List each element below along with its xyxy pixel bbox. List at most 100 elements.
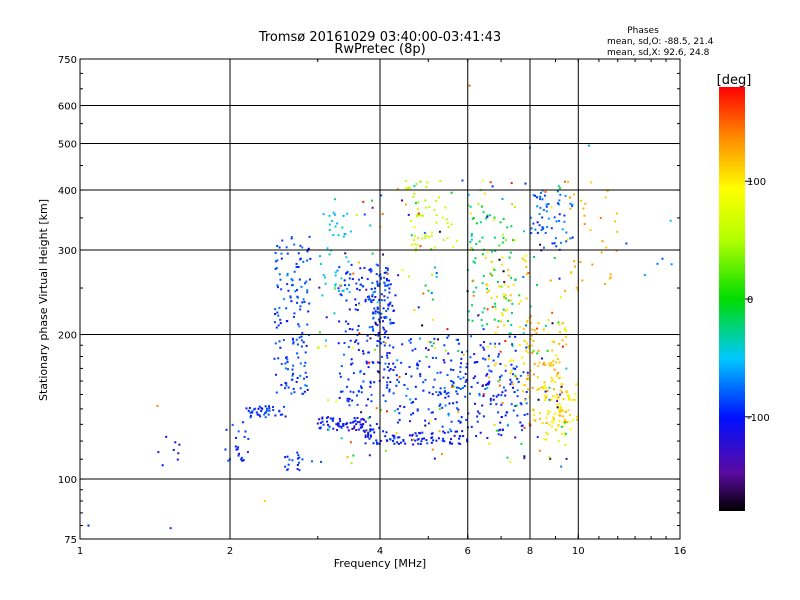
y-tick-label: 500 bbox=[58, 140, 77, 151]
data-point bbox=[370, 393, 373, 396]
data-point bbox=[283, 298, 286, 301]
data-point bbox=[506, 456, 509, 459]
data-point bbox=[416, 243, 419, 246]
data-point bbox=[538, 213, 541, 216]
data-point bbox=[342, 289, 345, 292]
data-point bbox=[404, 442, 407, 445]
data-point bbox=[371, 281, 374, 284]
data-point bbox=[410, 413, 413, 416]
data-point bbox=[382, 376, 385, 379]
data-point bbox=[599, 217, 602, 220]
data-point bbox=[351, 278, 354, 281]
data-point bbox=[547, 203, 550, 206]
data-point bbox=[380, 316, 383, 319]
data-point bbox=[521, 429, 524, 432]
data-point bbox=[295, 338, 298, 341]
data-point bbox=[285, 384, 288, 387]
data-point bbox=[567, 396, 570, 399]
data-point bbox=[346, 212, 349, 215]
data-point bbox=[522, 328, 525, 331]
data-point bbox=[87, 524, 90, 527]
data-point bbox=[369, 424, 372, 427]
data-point bbox=[510, 311, 513, 314]
data-point bbox=[375, 407, 378, 410]
data-point bbox=[557, 321, 560, 324]
data-point bbox=[376, 280, 379, 283]
data-point bbox=[353, 417, 356, 420]
data-point bbox=[495, 403, 498, 406]
data-point bbox=[392, 392, 395, 395]
data-point bbox=[321, 420, 324, 423]
data-point bbox=[480, 319, 483, 322]
data-point bbox=[507, 268, 510, 271]
data-point bbox=[378, 312, 381, 315]
data-point bbox=[310, 460, 313, 463]
data-point bbox=[459, 366, 462, 369]
data-point bbox=[562, 410, 565, 413]
phase-stats-title: Phases bbox=[627, 26, 659, 36]
data-point bbox=[574, 265, 577, 268]
data-point bbox=[544, 398, 547, 401]
data-point bbox=[442, 437, 445, 440]
data-point bbox=[281, 413, 284, 416]
data-point bbox=[476, 360, 479, 363]
data-point bbox=[333, 198, 336, 201]
data-point bbox=[369, 380, 372, 383]
data-point bbox=[300, 335, 303, 338]
data-point bbox=[568, 398, 571, 401]
data-point bbox=[286, 283, 289, 286]
data-point bbox=[544, 231, 547, 234]
data-point bbox=[290, 300, 293, 303]
data-point bbox=[383, 295, 386, 298]
data-point bbox=[412, 195, 415, 198]
data-point bbox=[286, 274, 289, 277]
data-point bbox=[298, 469, 301, 472]
data-point bbox=[510, 363, 513, 366]
data-point bbox=[417, 442, 420, 445]
data-point bbox=[308, 278, 311, 281]
data-point bbox=[424, 234, 427, 237]
data-point bbox=[296, 464, 299, 467]
data-point bbox=[425, 234, 428, 237]
data-point bbox=[591, 263, 594, 266]
data-point bbox=[301, 458, 304, 461]
data-point bbox=[388, 390, 391, 393]
data-point bbox=[393, 437, 396, 440]
data-point bbox=[459, 387, 462, 390]
data-point bbox=[510, 381, 513, 384]
data-point bbox=[377, 334, 380, 337]
data-point bbox=[489, 342, 492, 345]
x-tick-label: 16 bbox=[674, 546, 687, 557]
data-point bbox=[552, 417, 555, 420]
data-point bbox=[298, 336, 301, 339]
data-point bbox=[571, 236, 574, 239]
data-point bbox=[525, 273, 528, 276]
data-point bbox=[462, 435, 465, 438]
data-point bbox=[443, 386, 446, 389]
data-point bbox=[287, 463, 290, 466]
data-point bbox=[457, 342, 460, 345]
data-point bbox=[307, 334, 310, 337]
data-point bbox=[400, 199, 403, 202]
data-point bbox=[563, 431, 566, 434]
data-point bbox=[371, 325, 374, 328]
data-point bbox=[238, 452, 241, 455]
data-point bbox=[521, 390, 524, 393]
data-point bbox=[520, 403, 523, 406]
data-point bbox=[340, 390, 343, 393]
data-point bbox=[284, 415, 287, 418]
data-point bbox=[545, 203, 548, 206]
data-point bbox=[394, 294, 397, 297]
data-point bbox=[357, 348, 360, 351]
data-point bbox=[345, 272, 348, 275]
data-point bbox=[422, 381, 425, 384]
data-point bbox=[506, 226, 509, 229]
data-point bbox=[263, 499, 266, 502]
data-point bbox=[486, 214, 489, 217]
data-point bbox=[306, 259, 309, 262]
data-point bbox=[376, 370, 379, 373]
data-point bbox=[556, 406, 559, 409]
data-point bbox=[339, 420, 342, 423]
data-point bbox=[317, 347, 320, 350]
data-point bbox=[554, 381, 557, 384]
